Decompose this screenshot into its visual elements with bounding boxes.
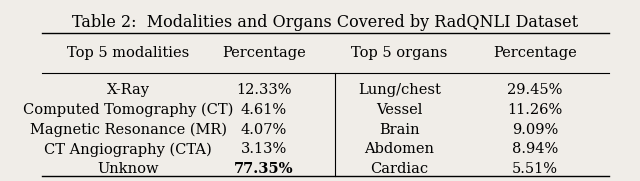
Text: Unknow: Unknow	[97, 162, 159, 176]
Text: Top 5 organs: Top 5 organs	[351, 46, 447, 60]
Text: 11.26%: 11.26%	[508, 103, 563, 117]
Text: 4.07%: 4.07%	[241, 123, 287, 137]
Text: Magnetic Resonance (MR): Magnetic Resonance (MR)	[29, 123, 227, 137]
Text: 3.13%: 3.13%	[241, 142, 287, 156]
Text: Cardiac: Cardiac	[371, 162, 428, 176]
Text: 9.09%: 9.09%	[512, 123, 558, 137]
Text: Table 2:  Modalities and Organs Covered by RadQNLI Dataset: Table 2: Modalities and Organs Covered b…	[72, 14, 579, 31]
Text: Lung/chest: Lung/chest	[358, 83, 441, 98]
Text: Vessel: Vessel	[376, 103, 422, 117]
Text: Top 5 modalities: Top 5 modalities	[67, 46, 189, 60]
Text: 4.61%: 4.61%	[241, 103, 287, 117]
Text: 29.45%: 29.45%	[508, 83, 563, 98]
Text: CT Angiography (CTA): CT Angiography (CTA)	[44, 142, 212, 157]
Text: Percentage: Percentage	[493, 46, 577, 60]
Text: 77.35%: 77.35%	[234, 162, 294, 176]
Text: Abdomen: Abdomen	[364, 142, 435, 156]
Text: Computed Tomography (CT): Computed Tomography (CT)	[23, 103, 234, 117]
Text: X-Ray: X-Ray	[107, 83, 150, 98]
Text: Percentage: Percentage	[222, 46, 306, 60]
Text: 5.51%: 5.51%	[512, 162, 558, 176]
Text: 12.33%: 12.33%	[236, 83, 292, 98]
Text: 8.94%: 8.94%	[512, 142, 558, 156]
Text: Brain: Brain	[379, 123, 420, 137]
